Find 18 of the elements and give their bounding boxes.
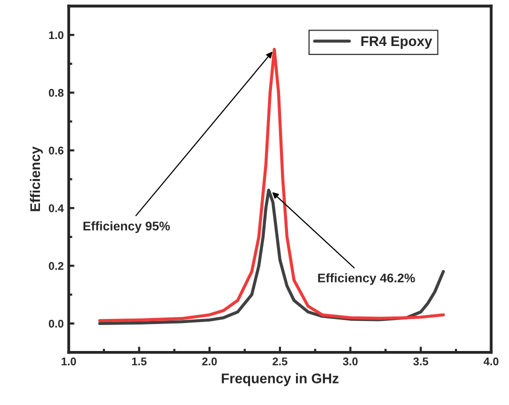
x-tick-label: 2.5 bbox=[272, 358, 288, 366]
y-tick-label: 0.8 bbox=[48, 88, 64, 97]
x-tick-label: 1.5 bbox=[132, 358, 147, 366]
legend-label: FR4 Epoxy bbox=[361, 36, 432, 49]
y-tick-label: 0.0 bbox=[48, 320, 64, 328]
y-tick-label: 1.0 bbox=[49, 31, 64, 40]
x-tick-label: 3.5 bbox=[413, 358, 428, 366]
x-tick-label: 3.0 bbox=[342, 358, 358, 366]
y-tick-label: 0.2 bbox=[48, 262, 64, 270]
y-axis-title: Efficiency bbox=[30, 146, 43, 212]
annotation: Efficiency 95% bbox=[83, 221, 170, 233]
annotation: Efficiency 46.2% bbox=[318, 273, 415, 285]
y-tick-label: 0.6 bbox=[48, 146, 64, 154]
x-tick-label: 4.0 bbox=[484, 358, 498, 366]
x-tick-label: 2.0 bbox=[202, 358, 217, 366]
x-tick-label: 1.0 bbox=[62, 358, 76, 366]
y-tick-label: 0.4 bbox=[48, 204, 64, 212]
x-axis-title: Frequency in GHz bbox=[222, 373, 338, 386]
